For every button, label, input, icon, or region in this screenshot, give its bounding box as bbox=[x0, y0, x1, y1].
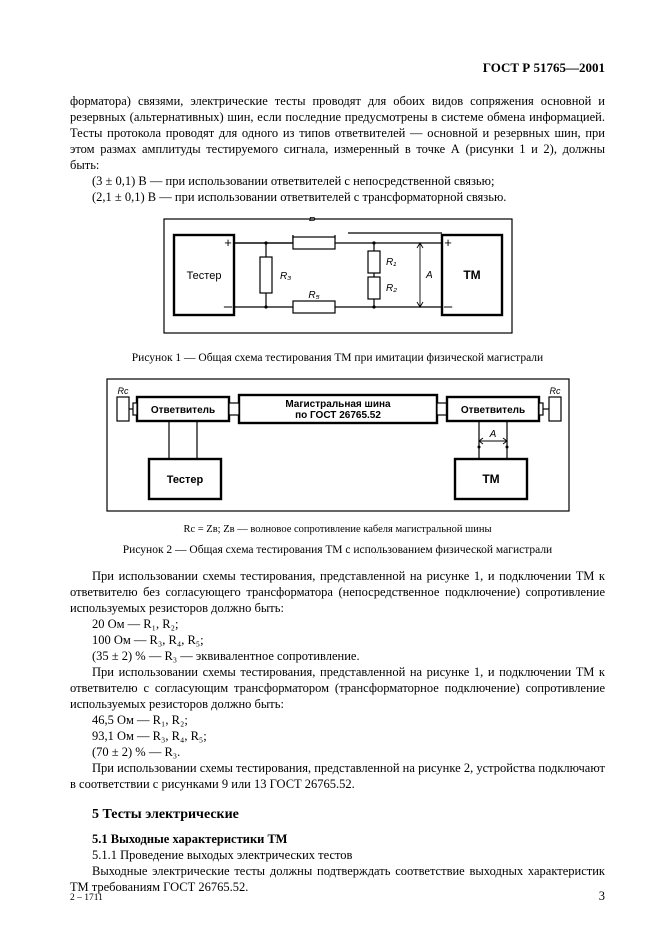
fig1-tm-label: ТМ bbox=[463, 268, 480, 282]
para-1: форматора) связями, электрические тесты … bbox=[70, 93, 605, 173]
svg-text:Ответвитель: Ответвитель bbox=[150, 405, 214, 416]
para-2: (3 ± 0,1) В — при использовании ответвит… bbox=[70, 173, 605, 189]
svg-text:–: – bbox=[223, 298, 232, 315]
para-10: 93,1 Ом — R₃, R₄, R₅; bbox=[70, 728, 605, 744]
svg-text:А: А bbox=[488, 429, 496, 440]
svg-text:Ответвитель: Ответвитель bbox=[460, 405, 524, 416]
svg-text:А: А bbox=[425, 270, 433, 281]
para-5: 20 Ом — R₁, R₂; bbox=[70, 616, 605, 632]
para-511: 5.1.1 Проведение выходых электрических т… bbox=[70, 847, 605, 863]
para-6: 100 Ом — R₃, R₄, R₅; bbox=[70, 632, 605, 648]
doc-header: ГОСТ Р 51765—2001 bbox=[70, 60, 605, 77]
para-7: (35 ± 2) % — R₃ — эквивалентное сопротив… bbox=[70, 648, 605, 664]
svg-text:Rс: Rс bbox=[117, 386, 128, 396]
para-3: (2,1 ± 0,1) В — при использовании ответв… bbox=[70, 189, 605, 205]
svg-text:R₅: R₅ bbox=[308, 290, 319, 301]
svg-text:R₂: R₂ bbox=[386, 283, 397, 294]
svg-text:R₃: R₃ bbox=[280, 271, 291, 282]
para-4: При использовании схемы тестирования, пр… bbox=[70, 568, 605, 616]
para-11: (70 ± 2) % — R₃. bbox=[70, 744, 605, 760]
para-9: 46,5 Ом — R₁, R₂; bbox=[70, 712, 605, 728]
figure-1: Тестер + – ТМ + – R₄ R₄ R₅ R₃ bbox=[70, 213, 605, 345]
para-13: Выходные электрические тесты должны подт… bbox=[70, 863, 605, 895]
footer-left: 2 – 1711 bbox=[70, 892, 103, 904]
svg-text:+: + bbox=[444, 235, 452, 250]
para-12: При использовании схемы тестирования, пр… bbox=[70, 760, 605, 792]
section-5-title: 5 Тесты электрические bbox=[92, 806, 605, 824]
para-8: При использовании схемы тестирования, пр… bbox=[70, 664, 605, 712]
svg-text:ТМ: ТМ bbox=[482, 472, 499, 486]
fig1-tester-label: Тестер bbox=[186, 270, 221, 282]
figure-2: Rс Ответвитель Магистральная шина по ГОС… bbox=[70, 375, 605, 519]
svg-text:по ГОСТ 26765.52: по ГОСТ 26765.52 bbox=[295, 410, 381, 421]
footer-right: 3 bbox=[599, 888, 605, 904]
figure-2-note: Rс = Zв; Zв — волновое сопротивление каб… bbox=[70, 523, 605, 536]
svg-text:Магистральная шина: Магистральная шина bbox=[285, 399, 391, 410]
svg-text:Тестер: Тестер bbox=[166, 474, 203, 486]
figure-1-caption: Рисунок 1 — Общая схема тестирования ТМ … bbox=[70, 351, 605, 366]
figure-2-caption: Рисунок 2 — Общая схема тестирования ТМ … bbox=[70, 543, 605, 558]
svg-text:Rс: Rс bbox=[549, 386, 560, 396]
svg-text:–: – bbox=[443, 298, 452, 315]
svg-text:+: + bbox=[224, 235, 232, 250]
subsection-5-1: 5.1 Выходные характеристики ТМ bbox=[70, 831, 605, 847]
svg-text:R₁: R₁ bbox=[386, 257, 396, 268]
